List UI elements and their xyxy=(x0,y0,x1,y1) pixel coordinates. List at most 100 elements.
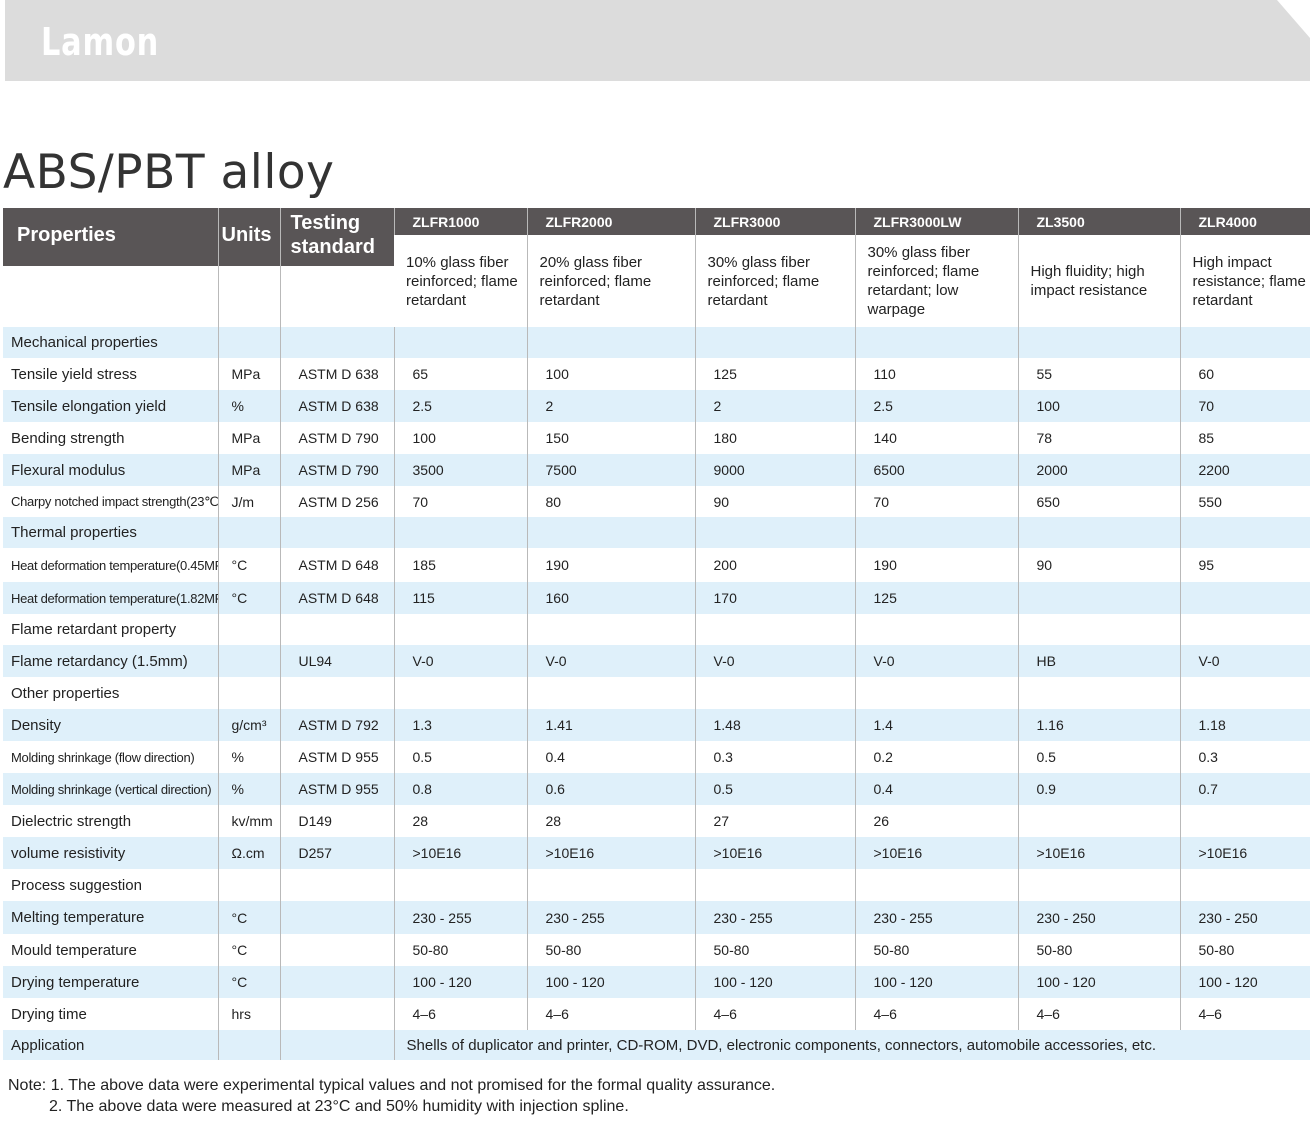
value-cell: 650 xyxy=(1017,486,1180,517)
empty-cell xyxy=(1179,327,1310,358)
header-row: Properties Units Testing standard ZLFR10… xyxy=(3,208,1310,327)
empty-cell xyxy=(694,517,855,548)
empty-cell xyxy=(854,677,1018,709)
value-cell: 0.4 xyxy=(854,773,1018,805)
empty-cell xyxy=(1017,517,1180,548)
value-cell: 550 xyxy=(1179,486,1310,517)
value-cell: 50-80 xyxy=(694,934,855,966)
value-cell: >10E16 xyxy=(854,837,1018,869)
property-label: Tensile yield stress xyxy=(3,358,218,390)
grade-description: 10% glass fiber reinforced; flame retard… xyxy=(406,253,518,309)
brand-banner: Lamon xyxy=(5,0,1310,81)
empty-cell xyxy=(279,614,394,645)
unit-cell xyxy=(217,645,280,677)
model-header: ZLFR3000 xyxy=(694,208,855,235)
unit-cell: MPa xyxy=(217,454,280,486)
section-label: Flame retardant property xyxy=(3,614,218,645)
value-cell: 230 - 250 xyxy=(1017,901,1180,934)
value-cell: 100 xyxy=(393,422,527,454)
empty-cell xyxy=(1179,517,1310,548)
empty-cell xyxy=(854,517,1018,548)
value-cell: >10E16 xyxy=(694,837,855,869)
value-cell: 4–6 xyxy=(1179,998,1310,1030)
value-cell: 90 xyxy=(694,486,855,517)
empty-cell xyxy=(526,869,695,901)
value-cell: 70 xyxy=(854,486,1018,517)
unit-cell: °C xyxy=(217,901,280,934)
section-label: Process suggestion xyxy=(3,869,218,901)
section-row: Thermal properties xyxy=(3,517,1310,548)
testing-standard-cell: ASTM D 790 xyxy=(279,422,394,454)
empty-cell xyxy=(217,327,280,358)
value-cell xyxy=(1179,582,1310,614)
page-title: ABS/PBT alloy xyxy=(3,145,335,200)
property-row: Bending strength MPa ASTM D 790 100 150 180 14… xyxy=(3,422,1310,454)
empty-cell xyxy=(854,614,1018,645)
value-cell: 230 - 250 xyxy=(1179,901,1310,934)
empty-cell xyxy=(1017,869,1180,901)
value-cell: 27 xyxy=(694,805,855,837)
grade-description: 20% glass fiber reinforced; flame retard… xyxy=(526,235,695,327)
property-label: Drying time xyxy=(3,998,218,1030)
value-cell: 60 xyxy=(1179,358,1310,390)
value-cell: 1.4 xyxy=(854,709,1018,741)
testing-standard-cell: ASTM D 955 xyxy=(279,773,394,805)
section-label: Other properties xyxy=(3,677,218,709)
property-row: Tensile yield stress MPa ASTM D 638 65 100 12… xyxy=(3,358,1310,390)
empty-cell xyxy=(279,677,394,709)
value-cell: 200 xyxy=(694,548,855,582)
testing-standard-cell: ASTM D 648 xyxy=(279,582,394,614)
value-cell: 190 xyxy=(526,548,695,582)
value-cell: 185 xyxy=(393,548,527,582)
unit-cell: % xyxy=(217,741,280,773)
property-row: Density g/cm³ ASTM D 792 1.3 1.41 1.48 1.4 1.16… xyxy=(3,709,1310,741)
brand-logo: Lamon xyxy=(41,20,160,64)
model-header: ZLFR1000 xyxy=(393,208,527,235)
property-row: volume resistivity Ω.cm D257 >10E16 >10E16 >1… xyxy=(3,837,1310,869)
unit-cell: °C xyxy=(217,548,280,582)
empty-cell xyxy=(393,614,527,645)
value-cell: 70 xyxy=(1179,390,1310,422)
value-cell: 230 - 255 xyxy=(694,901,855,934)
unit-cell: °C xyxy=(217,582,280,614)
value-cell: >10E16 xyxy=(1179,837,1310,869)
empty-cell xyxy=(279,869,394,901)
value-cell: 125 xyxy=(854,582,1018,614)
value-cell: V-0 xyxy=(393,645,527,677)
value-cell: 0.9 xyxy=(1017,773,1180,805)
value-cell: 4–6 xyxy=(854,998,1018,1030)
value-cell: 0.3 xyxy=(694,741,855,773)
empty-cell xyxy=(1179,869,1310,901)
value-cell: 0.6 xyxy=(526,773,695,805)
property-label: Density xyxy=(3,709,218,741)
value-cell: 110 xyxy=(854,358,1018,390)
testing-standard-cell xyxy=(279,934,394,966)
property-label: Tensile elongation yield xyxy=(3,390,218,422)
model-header: ZL3500 xyxy=(1017,208,1180,235)
empty-cell xyxy=(1179,677,1310,709)
property-row: Tensile elongation yield% ASTM D 638 2.5 2 2… xyxy=(3,390,1310,422)
property-row: Flame retardancy (1.5mm) UL94 V-0 V-0 V-0 V-0… xyxy=(3,645,1310,677)
testing-standard-cell: ASTM D 256 xyxy=(279,486,394,517)
section-label: Thermal properties xyxy=(3,517,218,548)
testing-standard-cell: D257 xyxy=(279,837,394,869)
value-cell: 230 - 255 xyxy=(526,901,695,934)
value-cell: 2 xyxy=(694,390,855,422)
property-row: Melting temperature °C 230 - 255 230 - 255 2… xyxy=(3,901,1310,934)
note-1: Note: 1. The above data were experimenta… xyxy=(8,1077,776,1094)
value-cell: 230 - 255 xyxy=(393,901,527,934)
empty-cell xyxy=(526,517,695,548)
empty-cell xyxy=(1017,614,1180,645)
property-row: Drying temperature °C 100 - 120 100 - 120 10… xyxy=(3,966,1310,998)
property-label: Molding shrinkage (flow direction) xyxy=(3,741,218,773)
notes: Note: 1. The above data were experimenta… xyxy=(8,1075,775,1117)
properties-table: Properties Units Testing standard ZLFR10… xyxy=(3,208,1310,1060)
value-cell: 180 xyxy=(694,422,855,454)
value-cell: 1.48 xyxy=(694,709,855,741)
value-cell: V-0 xyxy=(1179,645,1310,677)
testing-standard-cell: ASTM D 638 xyxy=(279,390,394,422)
value-cell: 28 xyxy=(526,805,695,837)
value-cell: 1.18 xyxy=(1179,709,1310,741)
value-cell: 3500 xyxy=(393,454,527,486)
empty-cell xyxy=(393,869,527,901)
